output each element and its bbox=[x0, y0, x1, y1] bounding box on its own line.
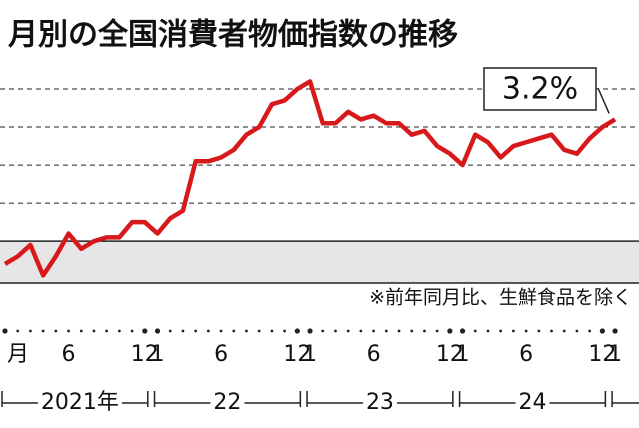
x-tick bbox=[92, 329, 96, 333]
x-tick bbox=[334, 329, 337, 333]
line bbox=[3, 79, 617, 278]
x-tick bbox=[397, 329, 401, 333]
x-tick bbox=[294, 328, 300, 334]
x-tick bbox=[372, 329, 375, 333]
x-tick bbox=[232, 329, 236, 333]
x-tick bbox=[588, 329, 592, 333]
x-tick bbox=[105, 329, 109, 333]
x-tick-label: 1 bbox=[303, 342, 317, 367]
x-tick bbox=[181, 329, 185, 333]
x-tick bbox=[486, 329, 490, 333]
x-tick bbox=[168, 329, 172, 333]
x-tick-label: 1 bbox=[151, 342, 165, 367]
x-tick bbox=[524, 329, 528, 333]
x-tick bbox=[117, 329, 121, 333]
x-tick bbox=[550, 329, 553, 333]
x-tick bbox=[245, 329, 248, 333]
x-tick bbox=[499, 329, 503, 333]
x-tick bbox=[410, 329, 414, 333]
x-tick-label: 12 bbox=[436, 342, 464, 367]
x-tick bbox=[54, 329, 58, 333]
x-tick-label: 1 bbox=[456, 342, 470, 367]
x-tick-label: 12 bbox=[283, 342, 311, 367]
x-tick bbox=[41, 329, 45, 333]
x-tick bbox=[599, 328, 605, 334]
x-tick bbox=[219, 329, 223, 333]
x-tick bbox=[512, 329, 515, 333]
x-tick bbox=[257, 329, 261, 333]
x-tick-label: 6 bbox=[367, 342, 381, 367]
x-tick bbox=[29, 329, 32, 333]
x-tick-label: 1 bbox=[608, 342, 622, 367]
year-label: 24 bbox=[518, 390, 546, 415]
x-tick bbox=[16, 329, 20, 333]
x-tick bbox=[142, 328, 148, 334]
annotation: 3.2% bbox=[502, 72, 578, 107]
x-tick-label: 6 bbox=[62, 342, 76, 367]
x-tick bbox=[384, 329, 388, 333]
annotation-box bbox=[483, 67, 597, 111]
x-tick bbox=[130, 329, 134, 333]
chart-title: 月別の全国消費者物価指数の推移 bbox=[8, 18, 458, 53]
note: ※前年同月比、生鮮食品を除く bbox=[369, 287, 632, 309]
x-tick bbox=[346, 329, 350, 333]
x-tick bbox=[359, 329, 363, 333]
year-label: 2021年 bbox=[41, 390, 119, 415]
x-tick bbox=[575, 329, 579, 333]
x-tick bbox=[537, 329, 541, 333]
x-tick bbox=[194, 329, 198, 333]
x-tick-label: 6 bbox=[519, 342, 533, 367]
x-tick bbox=[473, 329, 477, 333]
x-tick bbox=[2, 328, 8, 334]
annotation-leader bbox=[597, 87, 610, 114]
x-tick bbox=[283, 329, 287, 333]
x-tick-label: 月 bbox=[7, 342, 29, 367]
negative-band bbox=[0, 241, 639, 283]
x-tick bbox=[562, 329, 566, 333]
x-tick bbox=[423, 329, 426, 333]
x-tick bbox=[307, 328, 313, 334]
x-tick-label: 6 bbox=[214, 342, 228, 367]
x-tick bbox=[459, 328, 466, 334]
x-tick bbox=[435, 329, 439, 333]
x-tick bbox=[447, 328, 453, 334]
x-tick bbox=[67, 329, 70, 333]
x-tick bbox=[79, 329, 83, 333]
year-label: 23 bbox=[366, 390, 394, 415]
x-tick bbox=[206, 329, 210, 333]
x-tick bbox=[154, 328, 161, 334]
x-tick bbox=[321, 329, 325, 333]
x-tick bbox=[270, 329, 274, 333]
x-tick bbox=[612, 328, 618, 334]
x-tick-label: 12 bbox=[588, 342, 616, 367]
x-tick-label: 12 bbox=[131, 342, 159, 367]
year-label: 22 bbox=[213, 390, 241, 415]
